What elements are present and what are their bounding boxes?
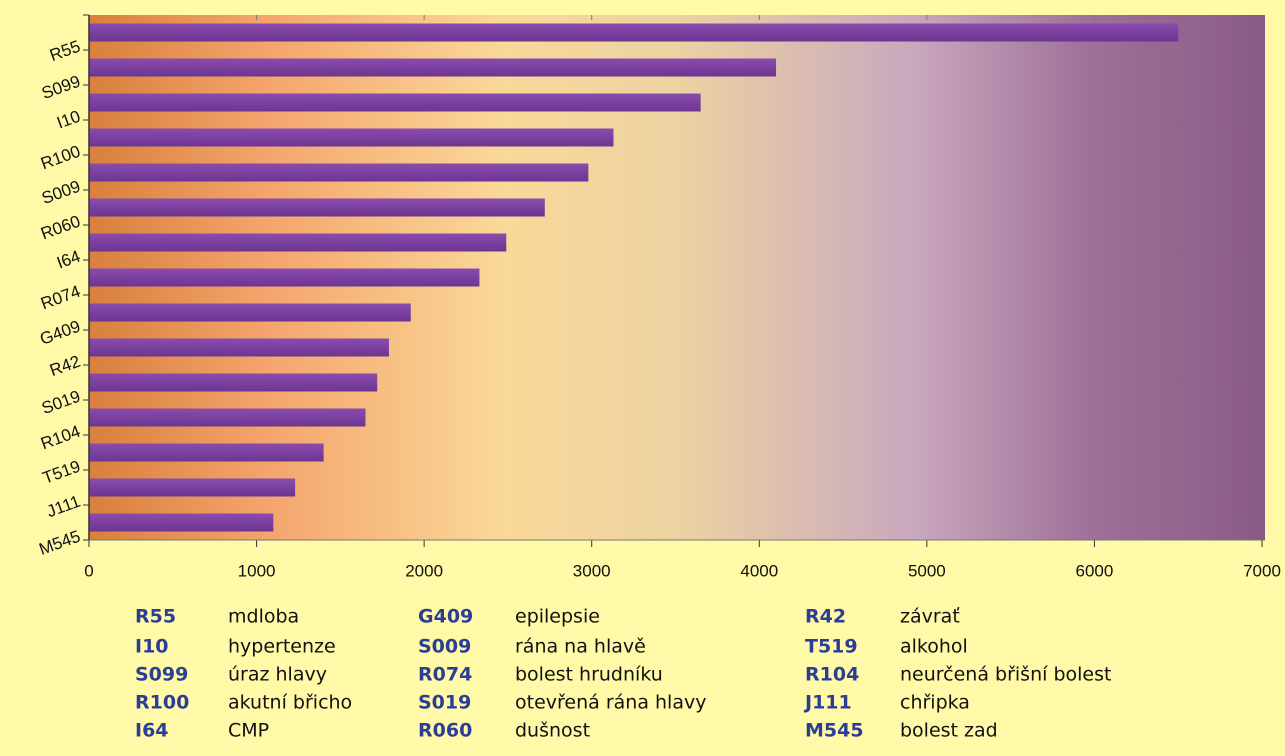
bar — [89, 198, 545, 217]
code: R55 — [135, 606, 176, 628]
bar — [89, 233, 507, 252]
y-tick-label: R100 — [38, 142, 83, 174]
code: S019 — [418, 692, 471, 714]
bar — [89, 513, 274, 532]
bar — [89, 58, 777, 77]
bar — [89, 23, 1179, 42]
code: J111 — [803, 692, 852, 714]
code: R42 — [805, 606, 846, 628]
code: T519 — [805, 636, 858, 658]
y-tick-label: S019 — [39, 387, 83, 418]
description: mdloba — [228, 606, 299, 628]
bar — [89, 373, 378, 392]
bar — [89, 408, 366, 427]
code: I64 — [135, 720, 169, 742]
code: R074 — [418, 664, 472, 686]
y-tick-label: T519 — [40, 457, 83, 488]
bar — [89, 163, 589, 182]
bar — [89, 268, 480, 287]
y-tick-label: S099 — [39, 72, 83, 103]
description: bolest zad — [900, 720, 998, 742]
y-tick-label: S009 — [39, 177, 83, 208]
code: I10 — [135, 636, 169, 658]
description: hypertenze — [228, 636, 336, 658]
description: chřipka — [900, 692, 970, 714]
description: závrať — [900, 606, 960, 628]
y-tick-label: R074 — [38, 282, 83, 314]
y-tick-label: R060 — [38, 212, 83, 244]
description: otevřená rána hlavy — [515, 692, 706, 714]
y-tick-label: M545 — [36, 527, 82, 559]
description: akutní břicho — [228, 692, 352, 714]
description: epilepsie — [515, 606, 600, 628]
x-tick-label: 4000 — [740, 561, 778, 580]
bar — [89, 93, 701, 112]
x-tick-label: 0 — [84, 561, 93, 580]
description: neurčená břišní bolest — [900, 664, 1111, 686]
y-tick-label: I64 — [54, 247, 83, 273]
description: alkohol — [900, 636, 968, 658]
x-tick-label: 7000 — [1243, 561, 1281, 580]
y-tick-label: R42 — [47, 352, 83, 381]
description: CMP — [228, 720, 269, 742]
code: R060 — [418, 720, 472, 742]
y-tick-label: J111 — [44, 492, 83, 522]
bar — [89, 338, 389, 357]
bar — [89, 443, 324, 462]
x-tick-label: 3000 — [573, 561, 611, 580]
y-tick-label: R55 — [47, 37, 83, 66]
x-tick-label: 2000 — [405, 561, 443, 580]
y-tick-label: R104 — [38, 422, 83, 454]
code: S009 — [418, 636, 471, 658]
code: G409 — [418, 606, 473, 628]
description: bolest hrudníku — [515, 664, 663, 686]
code: S099 — [135, 664, 188, 686]
code: M545 — [805, 720, 864, 742]
code: R104 — [805, 664, 859, 686]
description: rána na hlavě — [515, 636, 646, 658]
y-tick-label: I10 — [54, 107, 83, 133]
bar — [89, 478, 296, 497]
y-tick-label: G409 — [37, 317, 83, 349]
bar — [89, 303, 411, 322]
description: dušnost — [515, 720, 590, 742]
code: R100 — [135, 692, 189, 714]
description: úraz hlavy — [228, 664, 327, 686]
x-tick-label: 5000 — [908, 561, 946, 580]
x-tick-label: 1000 — [238, 561, 276, 580]
x-tick-label: 6000 — [1076, 561, 1114, 580]
bar — [89, 128, 614, 147]
